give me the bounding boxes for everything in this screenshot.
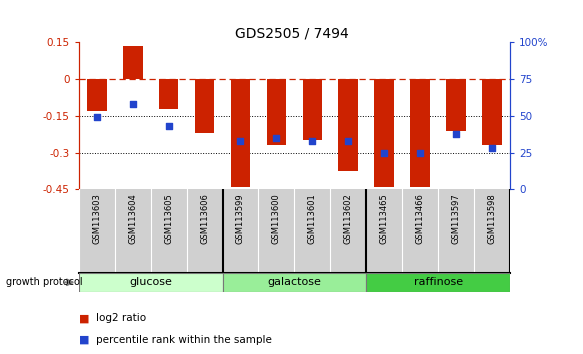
Text: percentile rank within the sample: percentile rank within the sample: [96, 335, 272, 344]
Bar: [159, 79, 178, 109]
Text: GSM113603: GSM113603: [92, 194, 101, 244]
Bar: [410, 79, 430, 187]
Point: [344, 138, 353, 144]
Bar: [339, 79, 358, 171]
Text: growth protocol: growth protocol: [6, 277, 82, 287]
Text: GDS2505 / 7494: GDS2505 / 7494: [234, 27, 349, 41]
Text: GSM113598: GSM113598: [487, 194, 497, 244]
Point: [380, 150, 389, 155]
Bar: [447, 79, 466, 131]
Text: GSM113605: GSM113605: [164, 194, 173, 244]
Text: ■: ■: [79, 313, 89, 323]
Bar: [231, 79, 250, 187]
Bar: [482, 79, 502, 145]
Text: galactose: galactose: [268, 277, 321, 287]
Point: [128, 101, 138, 107]
Text: log2 ratio: log2 ratio: [96, 313, 146, 323]
Text: GSM113600: GSM113600: [272, 194, 281, 244]
Point: [236, 138, 245, 144]
Bar: [374, 79, 394, 187]
Text: glucose: glucose: [129, 277, 172, 287]
Bar: [303, 79, 322, 141]
Text: ■: ■: [79, 335, 89, 344]
Text: GSM113466: GSM113466: [416, 194, 425, 244]
Bar: [195, 79, 215, 133]
Bar: [79, 273, 223, 292]
Bar: [123, 46, 142, 79]
Point: [451, 131, 461, 136]
Text: GSM113597: GSM113597: [452, 194, 461, 244]
Point: [272, 135, 281, 141]
Point: [416, 150, 425, 155]
Bar: [366, 273, 510, 292]
Point: [92, 115, 101, 120]
Text: GSM113606: GSM113606: [200, 194, 209, 244]
Point: [164, 124, 173, 129]
Text: GSM113599: GSM113599: [236, 194, 245, 244]
Text: GSM113601: GSM113601: [308, 194, 317, 244]
Point: [308, 138, 317, 144]
Bar: [223, 273, 366, 292]
Text: GSM113602: GSM113602: [344, 194, 353, 244]
Point: [487, 145, 497, 151]
Text: raffinose: raffinose: [414, 277, 463, 287]
Bar: [266, 79, 286, 145]
Text: GSM113604: GSM113604: [128, 194, 137, 244]
Bar: [87, 79, 107, 111]
Text: GSM113465: GSM113465: [380, 194, 389, 244]
